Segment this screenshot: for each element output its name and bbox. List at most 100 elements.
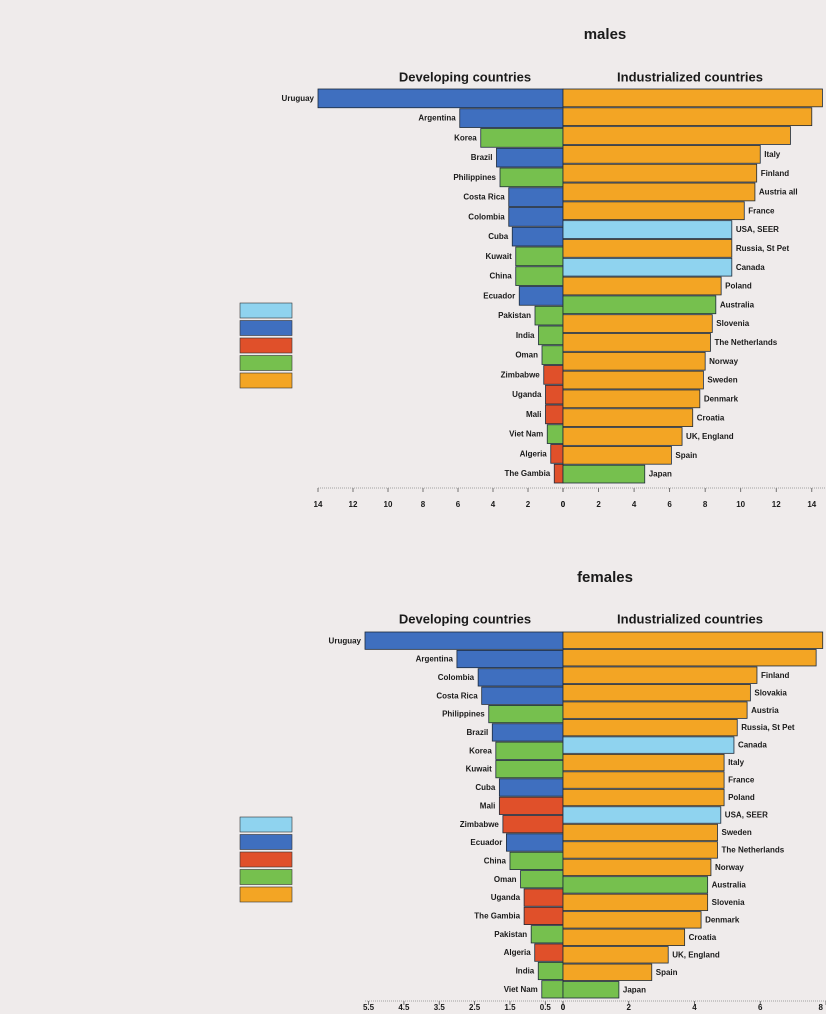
x-tick-label: 14	[314, 500, 323, 509]
category-label: Italy	[764, 150, 781, 159]
category-label: Spain	[675, 451, 697, 460]
category-label: Denmark	[704, 394, 739, 403]
x-tick-label: 4	[632, 500, 637, 509]
category-label: Zimbabwe	[501, 370, 541, 379]
bar	[562, 718, 738, 737]
category-label: USA, SEER	[736, 225, 779, 234]
bar	[534, 943, 564, 962]
category-label: Cuba	[488, 232, 509, 241]
category-label: Zimbabwe	[460, 820, 500, 829]
bar	[477, 668, 564, 687]
category-label: Colombia	[438, 673, 475, 682]
bar	[543, 365, 564, 385]
category-label: Viet Nam	[509, 430, 543, 439]
bar	[511, 226, 564, 247]
panel-title: Industrialized countries	[617, 611, 763, 626]
category-label: The Netherlands	[714, 338, 777, 347]
bar	[562, 389, 701, 409]
x-tick-label: 12	[349, 500, 358, 509]
legend-swatch	[239, 355, 293, 371]
x-tick-label: 2	[596, 500, 601, 509]
bar	[545, 384, 564, 405]
bar	[562, 981, 620, 999]
bar	[498, 778, 564, 797]
legend-swatch	[239, 302, 293, 319]
bar	[515, 246, 564, 267]
bar	[562, 445, 672, 465]
category-label: Sweden	[707, 376, 737, 385]
bar	[562, 788, 725, 807]
category-label: France	[748, 206, 775, 215]
bar	[562, 257, 733, 277]
category-label: Korea	[454, 133, 477, 142]
category-label: Uganda	[491, 893, 521, 902]
category-label: Mali	[480, 801, 496, 810]
category-label: Ecuador	[470, 838, 502, 847]
category-label: Viet Nam	[504, 985, 538, 994]
x-tick-label: 8	[703, 500, 708, 509]
bar	[562, 295, 717, 315]
bar	[491, 723, 564, 742]
bar	[545, 404, 564, 425]
bar	[562, 220, 733, 239]
category-label: Korea	[469, 746, 492, 755]
bar	[562, 351, 706, 371]
x-tick-label: 4	[692, 1003, 697, 1012]
category-label: Slovenia	[716, 319, 749, 328]
category-label: Costa Rica	[463, 193, 505, 202]
bar	[534, 305, 564, 326]
x-tick-label: 0	[561, 1003, 566, 1012]
bar	[562, 107, 813, 127]
category-label: Sweden	[722, 828, 752, 837]
bar	[562, 163, 758, 183]
legend-swatch	[239, 816, 293, 833]
category-label: Austria all	[759, 188, 798, 197]
category-label: Pakistan	[498, 311, 531, 320]
category-label: Cuba	[475, 783, 496, 792]
category-label: Poland	[728, 793, 755, 802]
x-tick-label: 2.5	[469, 1003, 481, 1012]
x-tick-label: 2	[627, 1003, 632, 1012]
category-label: Russia, St Pet	[741, 723, 795, 732]
category-label: Croatia	[697, 413, 725, 422]
bar	[364, 631, 564, 650]
x-tick-label: 6	[758, 1003, 763, 1012]
category-label: Norway	[709, 357, 738, 366]
legend-swatch	[239, 886, 293, 903]
bar	[496, 147, 564, 168]
category-label: Philippines	[453, 173, 496, 182]
bar	[553, 463, 564, 484]
bar	[562, 753, 725, 772]
panel-title: Developing countries	[399, 69, 531, 84]
category-label: Uruguay	[329, 636, 362, 645]
bar	[508, 187, 564, 207]
category-label: Denmark	[705, 915, 740, 924]
bar	[562, 649, 817, 667]
category-label: France	[728, 776, 755, 785]
x-tick-label: 10	[736, 500, 745, 509]
bar	[562, 876, 709, 894]
category-label: UK, England	[672, 950, 720, 959]
x-tick-label: 6	[456, 500, 461, 509]
x-tick-label: 1.5	[504, 1003, 516, 1012]
bar	[562, 946, 669, 964]
bar	[562, 806, 722, 824]
bar	[481, 686, 564, 705]
bar	[562, 928, 686, 946]
category-label: Oman	[494, 875, 517, 884]
bar	[562, 736, 735, 754]
bar	[523, 906, 564, 926]
bar	[562, 893, 709, 912]
bar	[562, 911, 702, 929]
category-label: India	[516, 331, 535, 340]
bar	[562, 684, 751, 702]
bar	[498, 796, 564, 815]
bar	[480, 128, 564, 148]
category-label: Russia, St Pet	[736, 244, 790, 253]
bar	[518, 286, 564, 306]
bar	[562, 464, 646, 484]
category-label: The Netherlands	[722, 846, 785, 855]
bar	[541, 345, 564, 365]
bar	[541, 980, 564, 999]
